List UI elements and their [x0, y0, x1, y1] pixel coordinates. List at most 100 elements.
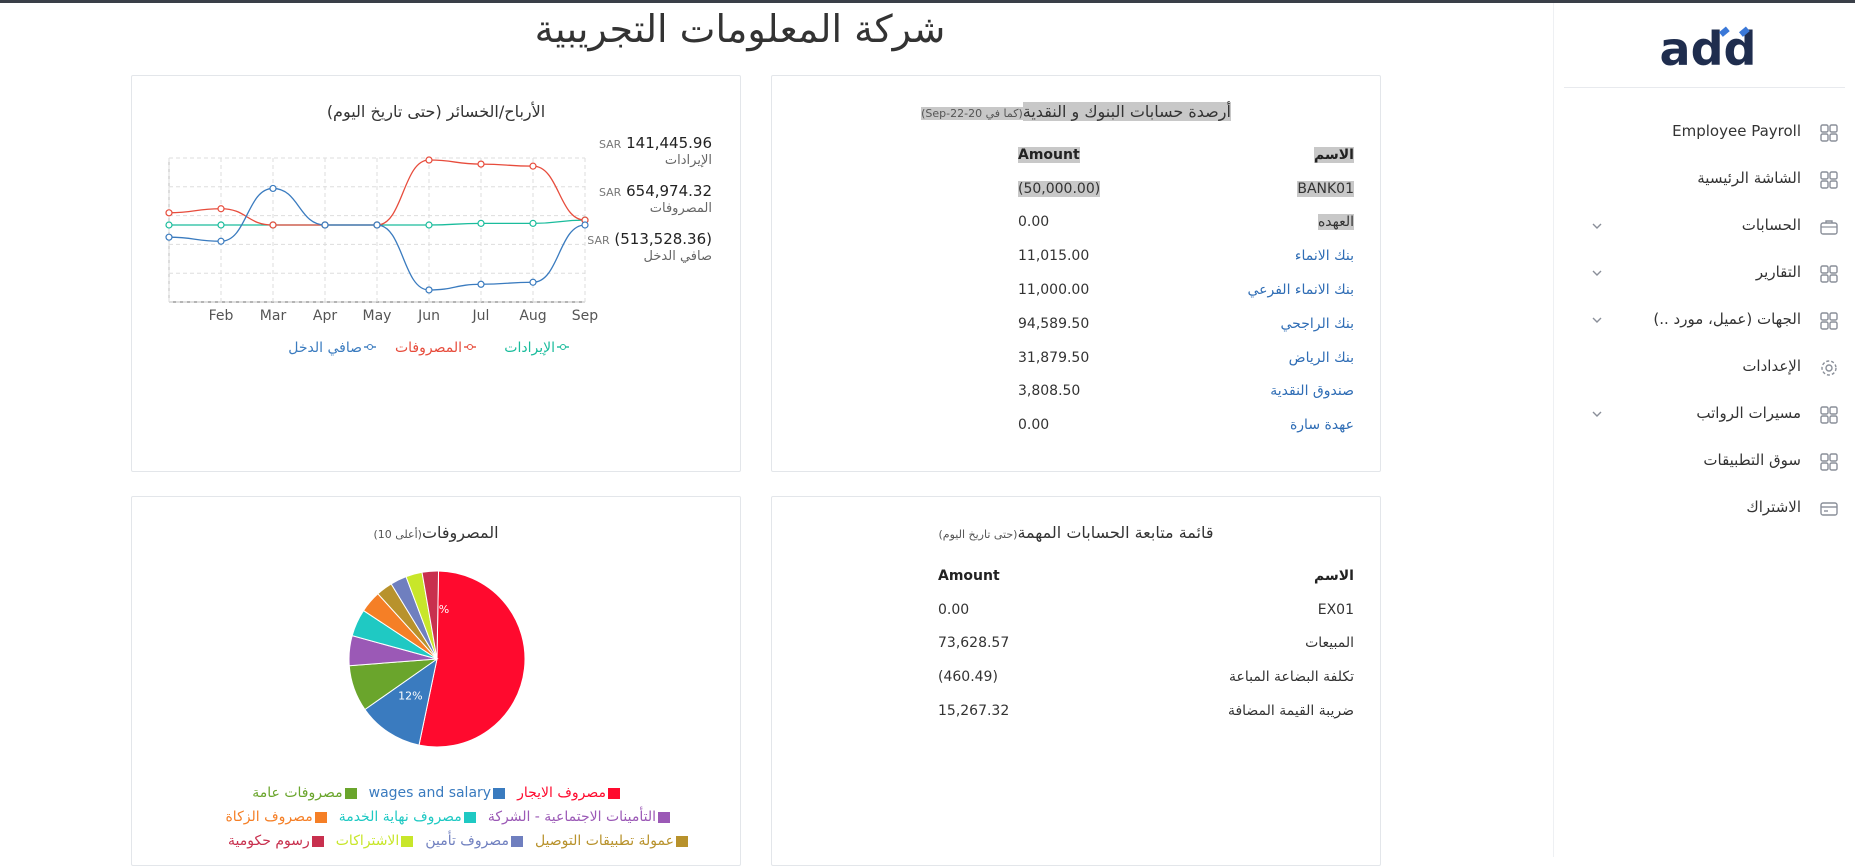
summary-amount: 654,974.32: [626, 182, 712, 200]
data-point: [269, 184, 277, 193]
legend-swatch: [344, 787, 357, 799]
sidebar-item-4[interactable]: الجهات (عميل، مورد ..): [1554, 297, 1855, 344]
sidebar-item-3[interactable]: التقارير: [1554, 250, 1855, 297]
table-row: المبيعات 73,628.57: [936, 627, 1356, 661]
summary-label: صافي الدخل: [643, 249, 712, 264]
sidebar-item-7[interactable]: سوق التطبيقات: [1554, 438, 1855, 485]
grid-icon: [1820, 171, 1838, 189]
chevron-down-icon[interactable]: [1590, 219, 1604, 233]
legend-item: المصروفات: [395, 340, 476, 356]
table-row: BANK01 (50,000.00): [1016, 172, 1356, 206]
watch-col-amount-header: Amount: [938, 567, 1000, 584]
data-point: [321, 221, 329, 229]
account-name: المبيعات: [1305, 635, 1354, 652]
sidebar: add Employee Payroll الشاشة الرئيسية الحسا…: [1553, 3, 1855, 857]
sidebar-item-label: سوق التطبيقات: [1703, 451, 1801, 469]
legend-swatch: [676, 835, 688, 847]
account-amount: 11,000.00: [1018, 282, 1090, 299]
legend-label: المصروفات: [395, 340, 462, 356]
legend-label: الإيرادات: [504, 340, 555, 356]
table-row[interactable]: بنك الانماء 11,015.00: [1016, 239, 1356, 273]
main-content: شركة المعلومات التجريبية أرصدة حسابات ال…: [0, 3, 1553, 866]
data-point: [165, 221, 173, 229]
data-point: [425, 286, 433, 294]
account-name[interactable]: بنك الانماء: [1294, 248, 1354, 265]
legend-label: التأمينات الاجتماعية - الشركة: [487, 809, 656, 825]
summary-value: SAR 654,974.32: [599, 182, 712, 200]
data-point: [425, 221, 433, 229]
bank-balances-date: (كما في 20-22-Sep): [921, 107, 1023, 120]
grid-icon: [1820, 124, 1838, 142]
sidebar-item-label: الشاشة الرئيسية: [1697, 169, 1801, 187]
x-tick-label: Aug: [519, 308, 546, 324]
legend-label: مصروفات عامة: [252, 785, 343, 801]
chevron-down-icon[interactable]: [1590, 313, 1604, 327]
legend-swatch: [401, 835, 414, 847]
account-amount: 0.00: [938, 601, 970, 618]
bank-balances-table: الاسم Amount BANK01 (50,000.00) العهده 0.00…: [1016, 138, 1356, 442]
sidebar-item-label: الحسابات: [1741, 216, 1801, 234]
account-name[interactable]: بنك الراجحي: [1280, 315, 1355, 332]
data-point: [425, 156, 433, 164]
currency-label: SAR: [598, 138, 622, 151]
sidebar-item-label: مسيرات الرواتب: [1696, 404, 1801, 422]
x-tick-label: May: [363, 308, 392, 324]
data-point: [165, 209, 173, 217]
watchlist-table: الاسم Amount EX01 0.00 المبيعات 73,628.57 تك…: [936, 559, 1356, 728]
sidebar-item-label: الاشتراك: [1746, 498, 1801, 516]
account-name: ضريبة القيمة المضافة: [1227, 703, 1354, 720]
table-row: العهده 0.00: [1016, 206, 1356, 240]
account-name[interactable]: صندوق النقدية: [1270, 383, 1354, 400]
account-name: BANK01: [1297, 180, 1354, 197]
sidebar-item-5[interactable]: الإعدادات: [1554, 344, 1855, 391]
data-point: [477, 160, 485, 168]
legend-row: مصروف الايجار wages and salary مصروفات عام…: [240, 785, 620, 801]
data-point: [217, 237, 225, 245]
x-tick-label: Jun: [417, 308, 440, 324]
x-tick-label: Mar: [260, 308, 287, 324]
summary-amount: (513,528.36): [614, 230, 712, 248]
sidebar-item-8[interactable]: الاشتراك: [1554, 485, 1855, 532]
profit-loss-title: الأرباح/الخسائر (حتى تاريخ اليوم): [326, 102, 546, 121]
legend-swatch: [493, 787, 506, 799]
company-logo[interactable]: add: [1658, 23, 1758, 73]
x-tick-label: Feb: [209, 308, 234, 324]
x-tick-label: Sep: [572, 308, 599, 324]
legend-row: عمولة تطبيقات التوصيل مصروف تأمين الاشتراك…: [216, 833, 688, 849]
bank-balances-title: أرصدة حسابات البنوك و النقدية(كما في 20-…: [772, 102, 1380, 121]
series-line-1: [168, 159, 586, 226]
legend-label: مصروف الايجار: [517, 785, 606, 801]
data-point: [529, 219, 537, 227]
sidebar-item-2[interactable]: الحسابات: [1554, 203, 1855, 250]
account-name[interactable]: بنك الرياض: [1288, 349, 1354, 366]
account-name: EX01: [1317, 601, 1354, 618]
chevron-down-icon[interactable]: [1590, 407, 1604, 421]
table-row[interactable]: بنك الرياض 31,879.50: [1016, 341, 1356, 375]
sidebar-item-0[interactable]: Employee Payroll: [1554, 109, 1855, 156]
sidebar-item-label: التقارير: [1755, 263, 1801, 281]
account-name[interactable]: عهدة سارة: [1289, 417, 1354, 434]
legend-row: التأمينات الاجتماعية - الشركة مصروف نهاية…: [213, 809, 670, 825]
table-row[interactable]: بنك الراجحي 94,589.50: [1016, 307, 1356, 341]
pie-slice: [421, 570, 440, 660]
legend-label: مصروف تأمين: [425, 833, 509, 849]
table-row[interactable]: عهدة سارة 0.00: [1016, 408, 1356, 442]
currency-label: SAR: [587, 234, 610, 247]
chevron-down-icon[interactable]: [1590, 266, 1604, 280]
legend-swatch: [510, 835, 523, 847]
summary-label: المصروفات: [649, 201, 712, 216]
card-icon: [1820, 502, 1838, 516]
legend-label: عمولة تطبيقات التوصيل: [534, 833, 674, 849]
x-tick-label: Jul: [472, 308, 490, 324]
expenses-title: المصروفات(أعلى 10): [373, 523, 499, 542]
legend-swatch: [608, 787, 620, 799]
table-row[interactable]: بنك الانماء الفرعي 11,000.00: [1016, 273, 1356, 307]
sidebar-item-6[interactable]: مسيرات الرواتب: [1554, 391, 1855, 438]
table-row: EX01 0.00: [936, 593, 1356, 627]
table-row[interactable]: صندوق النقدية 3,808.50: [1016, 375, 1356, 409]
page-title: شركة المعلومات التجريبية: [534, 7, 946, 51]
watchlist-title: قائمة متابعة الحسابات المهمة(حتى تاريخ ا…: [938, 523, 1214, 542]
currency-label: SAR: [598, 186, 622, 199]
sidebar-item-1[interactable]: الشاشة الرئيسية: [1554, 156, 1855, 203]
account-name[interactable]: بنك الانماء الفرعي: [1247, 282, 1354, 299]
